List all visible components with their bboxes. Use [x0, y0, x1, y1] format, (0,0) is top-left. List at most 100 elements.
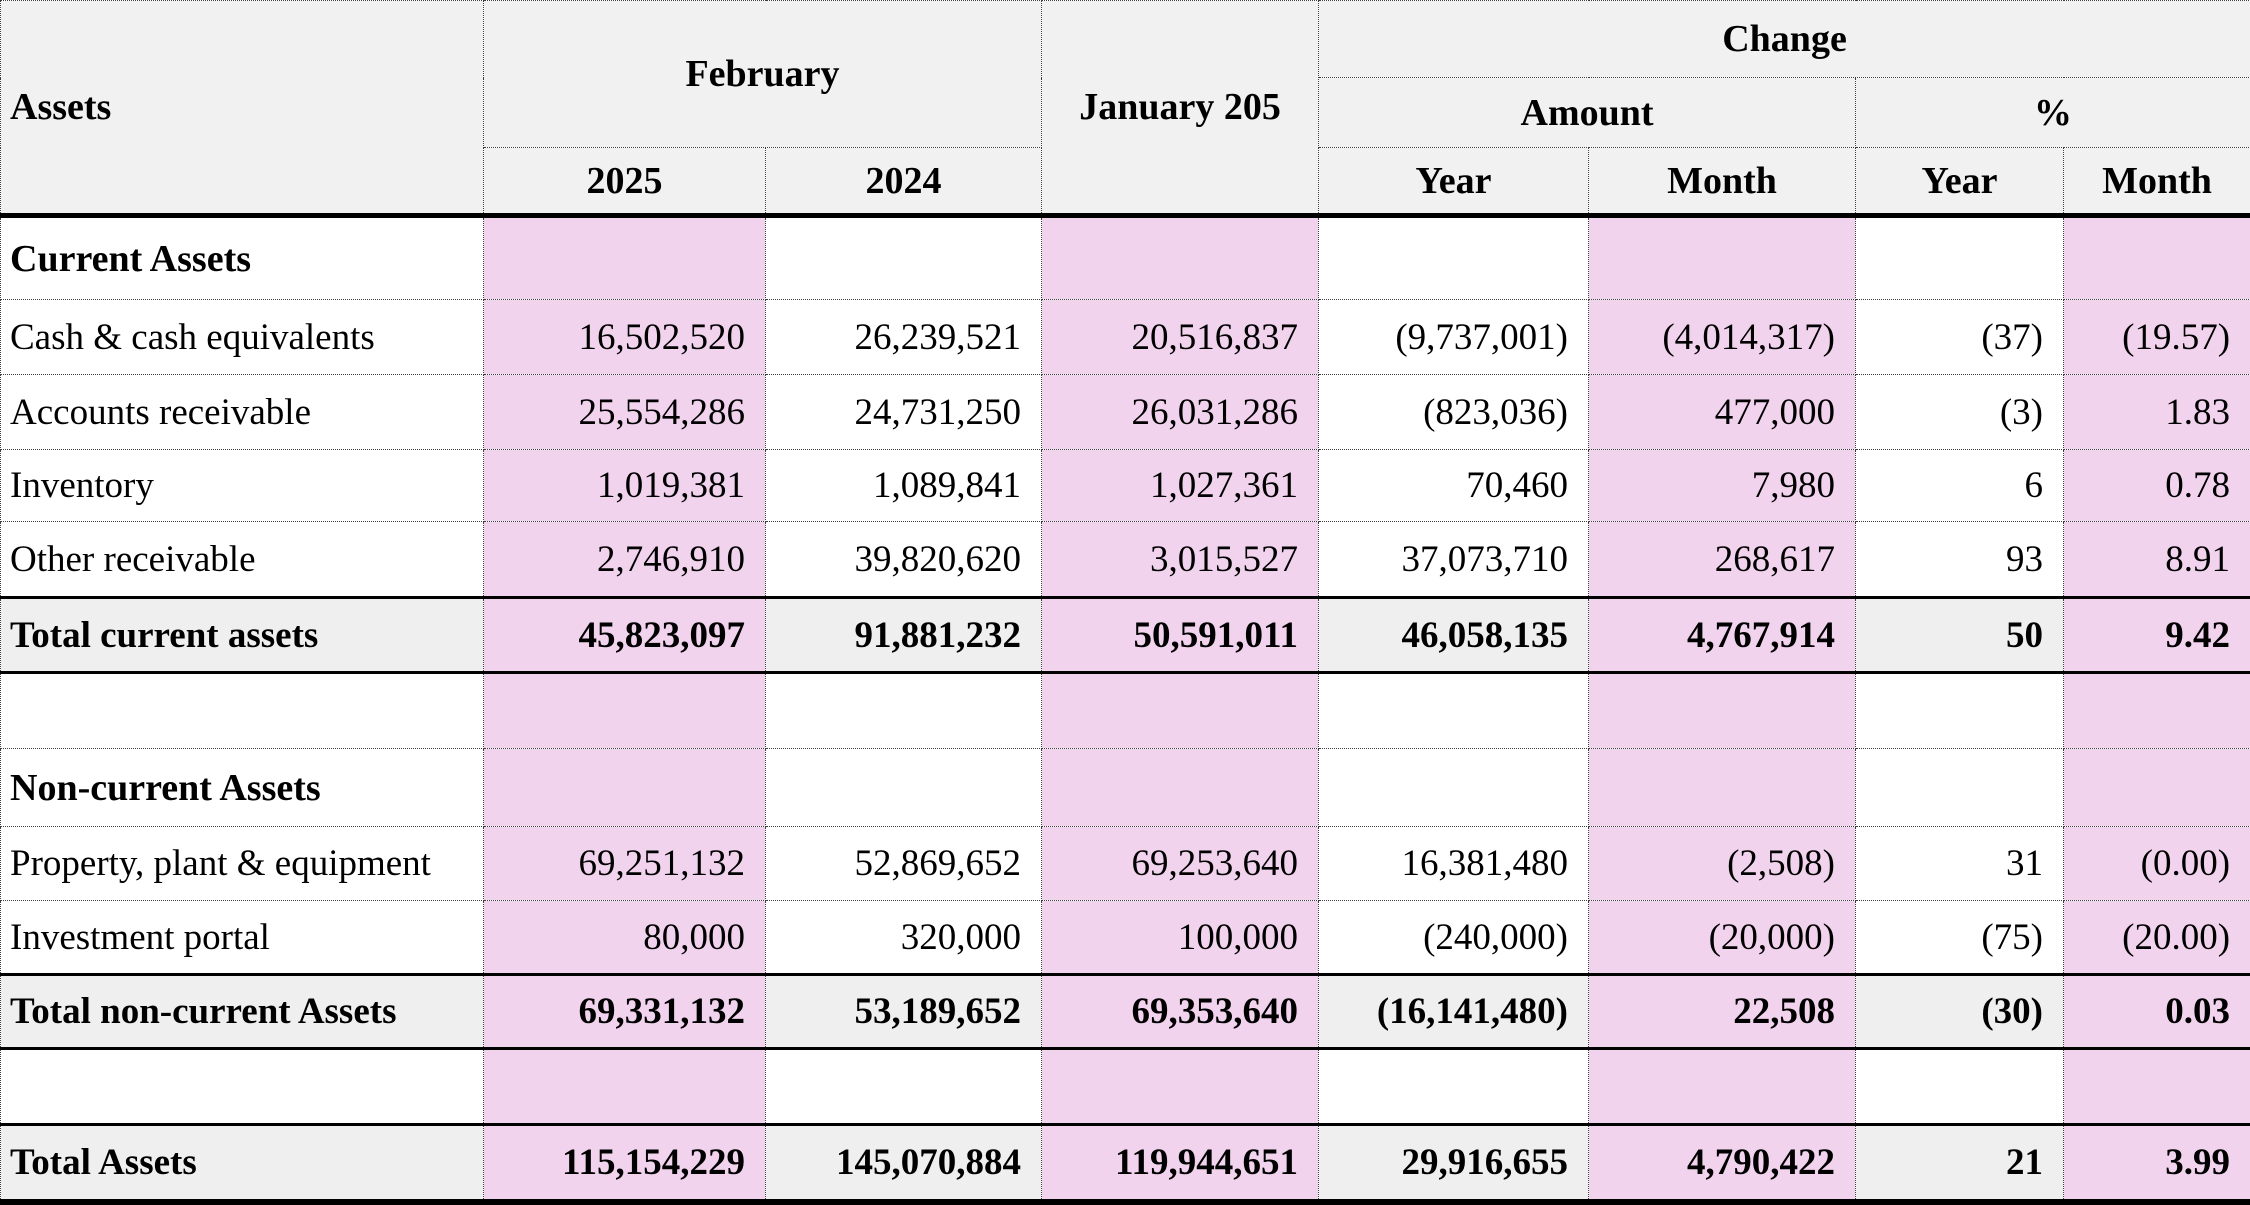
cell-feb-2024 — [766, 673, 1042, 749]
cell-change-percent-month: 9.42 — [2064, 598, 2250, 673]
cell-change-percent-year — [1856, 216, 2064, 300]
header-change-percent: % — [1856, 78, 2250, 148]
cell-january-205 — [1042, 1049, 1319, 1125]
cell-change-amount-year: (823,036) — [1319, 375, 1589, 450]
cell-change-amount-year — [1319, 1049, 1589, 1125]
cell-change-amount-month — [1589, 673, 1856, 749]
cell-change-percent-month: (20.00) — [2064, 901, 2250, 975]
cell-feb-2024: 91,881,232 — [766, 598, 1042, 673]
cell-feb-2025: 16,502,520 — [484, 300, 766, 375]
cell-change-amount-month: 22,508 — [1589, 975, 1856, 1049]
cell-change-amount-month: 4,790,422 — [1589, 1125, 1856, 1202]
table-body: Current Assets Cash & cash equivalents 1… — [1, 216, 2250, 1202]
row-investment-portal: Investment portal 80,000 320,000 100,000… — [1, 901, 2250, 975]
header-change: Change — [1319, 1, 2250, 78]
cell-feb-2025: 25,554,286 — [484, 375, 766, 450]
cell-change-percent-year — [1856, 673, 2064, 749]
cell-change-percent-month: 0.03 — [2064, 975, 2250, 1049]
table-header: Assets February January 205 Change Amoun… — [1, 1, 2250, 216]
cell-change-amount-year — [1319, 749, 1589, 827]
row-label: Total non-current Assets — [1, 975, 484, 1049]
header-amount-month: Month — [1589, 148, 1856, 216]
cell-feb-2025: 115,154,229 — [484, 1125, 766, 1202]
cell-change-amount-year — [1319, 216, 1589, 300]
row-label: Accounts receivable — [1, 375, 484, 450]
cell-change-percent-month: (0.00) — [2064, 827, 2250, 901]
cell-change-percent-month — [2064, 216, 2250, 300]
cell-change-percent-year: 93 — [1856, 522, 2064, 598]
row-label: Inventory — [1, 450, 484, 522]
header-amount-year: Year — [1319, 148, 1589, 216]
cell-feb-2024: 1,089,841 — [766, 450, 1042, 522]
row-property-plant-equipment: Property, plant & equipment 69,251,132 5… — [1, 827, 2250, 901]
row-label: Other receivable — [1, 522, 484, 598]
cell-january-205: 100,000 — [1042, 901, 1319, 975]
cell-change-amount-year: 29,916,655 — [1319, 1125, 1589, 1202]
cell-change-amount-year: 37,073,710 — [1319, 522, 1589, 598]
cell-change-amount-month: 4,767,914 — [1589, 598, 1856, 673]
cell-feb-2024: 24,731,250 — [766, 375, 1042, 450]
cell-feb-2025: 45,823,097 — [484, 598, 766, 673]
cell-change-amount-year: 16,381,480 — [1319, 827, 1589, 901]
cell-change-percent-month: 3.99 — [2064, 1125, 2250, 1202]
cell-change-percent-year: (3) — [1856, 375, 2064, 450]
cell-change-percent-month: (19.57) — [2064, 300, 2250, 375]
cell-change-percent-year: (30) — [1856, 975, 2064, 1049]
cell-feb-2025 — [484, 216, 766, 300]
header-2025: 2025 — [484, 148, 766, 216]
row-label: Current Assets — [1, 216, 484, 300]
cell-change-amount-month: 477,000 — [1589, 375, 1856, 450]
row-spacer-2 — [1, 1049, 2250, 1125]
cell-feb-2025 — [484, 673, 766, 749]
cell-january-205 — [1042, 673, 1319, 749]
cell-january-205: 1,027,361 — [1042, 450, 1319, 522]
header-change-amount: Amount — [1319, 78, 1856, 148]
cell-change-percent-year — [1856, 1049, 2064, 1125]
cell-feb-2025: 2,746,910 — [484, 522, 766, 598]
row-total-non-current-assets: Total non-current Assets 69,331,132 53,1… — [1, 975, 2250, 1049]
cell-january-205 — [1042, 216, 1319, 300]
row-label — [1, 1049, 484, 1125]
header-percent-month: Month — [2064, 148, 2250, 216]
row-accounts-receivable: Accounts receivable 25,554,286 24,731,25… — [1, 375, 2250, 450]
cell-feb-2024: 145,070,884 — [766, 1125, 1042, 1202]
cell-feb-2025 — [484, 749, 766, 827]
cell-change-percent-month: 8.91 — [2064, 522, 2250, 598]
cell-change-amount-month: (4,014,317) — [1589, 300, 1856, 375]
cell-feb-2024: 320,000 — [766, 901, 1042, 975]
cell-change-amount-month — [1589, 216, 1856, 300]
row-other-receivable: Other receivable 2,746,910 39,820,620 3,… — [1, 522, 2250, 598]
row-label: Total Assets — [1, 1125, 484, 1202]
cell-change-percent-month — [2064, 1049, 2250, 1125]
row-inventory: Inventory 1,019,381 1,089,841 1,027,361 … — [1, 450, 2250, 522]
row-label: Cash & cash equivalents — [1, 300, 484, 375]
header-assets: Assets — [1, 1, 484, 216]
cell-change-amount-year: (240,000) — [1319, 901, 1589, 975]
cell-change-percent-year: 6 — [1856, 450, 2064, 522]
cell-change-percent-month — [2064, 673, 2250, 749]
row-non-current-assets-section: Non-current Assets — [1, 749, 2250, 827]
header-2024: 2024 — [766, 148, 1042, 216]
cell-january-205: 119,944,651 — [1042, 1125, 1319, 1202]
row-label — [1, 673, 484, 749]
row-spacer-1 — [1, 673, 2250, 749]
row-label: Investment portal — [1, 901, 484, 975]
cell-change-percent-month — [2064, 749, 2250, 827]
cell-feb-2024: 53,189,652 — [766, 975, 1042, 1049]
cell-feb-2024: 26,239,521 — [766, 300, 1042, 375]
cell-change-amount-month — [1589, 749, 1856, 827]
cell-change-amount-year: (16,141,480) — [1319, 975, 1589, 1049]
row-label: Total current assets — [1, 598, 484, 673]
cell-feb-2025: 1,019,381 — [484, 450, 766, 522]
cell-change-percent-year — [1856, 749, 2064, 827]
cell-change-percent-year: (75) — [1856, 901, 2064, 975]
cell-feb-2024: 39,820,620 — [766, 522, 1042, 598]
cell-feb-2024 — [766, 749, 1042, 827]
cell-feb-2025: 69,251,132 — [484, 827, 766, 901]
row-label: Property, plant & equipment — [1, 827, 484, 901]
row-total-current-assets: Total current assets 45,823,097 91,881,2… — [1, 598, 2250, 673]
cell-january-205: 50,591,011 — [1042, 598, 1319, 673]
cell-january-205: 69,253,640 — [1042, 827, 1319, 901]
cell-change-amount-month — [1589, 1049, 1856, 1125]
